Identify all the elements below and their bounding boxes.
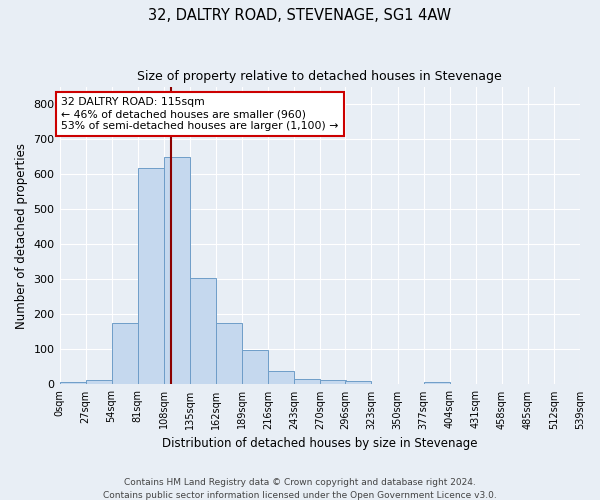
Bar: [242, 350, 268, 384]
Bar: [268, 371, 294, 384]
Bar: [424, 382, 449, 384]
Title: Size of property relative to detached houses in Stevenage: Size of property relative to detached ho…: [137, 70, 502, 83]
Bar: [216, 323, 242, 384]
Bar: [346, 381, 371, 384]
Bar: [190, 278, 216, 384]
X-axis label: Distribution of detached houses by size in Stevenage: Distribution of detached houses by size …: [162, 437, 478, 450]
Bar: [320, 380, 346, 384]
Bar: [294, 379, 320, 384]
Bar: [164, 157, 190, 384]
Bar: [59, 382, 86, 384]
Text: 32 DALTRY ROAD: 115sqm
← 46% of detached houses are smaller (960)
53% of semi-de: 32 DALTRY ROAD: 115sqm ← 46% of detached…: [61, 98, 339, 130]
Text: Contains HM Land Registry data © Crown copyright and database right 2024.
Contai: Contains HM Land Registry data © Crown c…: [103, 478, 497, 500]
Y-axis label: Number of detached properties: Number of detached properties: [15, 142, 28, 328]
Text: 32, DALTRY ROAD, STEVENAGE, SG1 4AW: 32, DALTRY ROAD, STEVENAGE, SG1 4AW: [148, 8, 452, 22]
Bar: [112, 323, 138, 384]
Bar: [86, 380, 112, 384]
Bar: [138, 168, 164, 384]
